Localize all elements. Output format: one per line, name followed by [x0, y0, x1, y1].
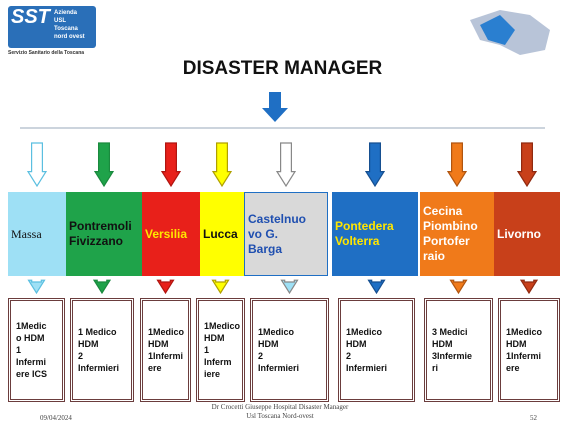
- staff-box: 1 Medico HDM 2 Infermieri: [70, 298, 134, 402]
- staff-arrow: [367, 279, 386, 295]
- staff-line: ere: [148, 363, 162, 373]
- logo-box: [8, 6, 96, 48]
- staff-line: Infermieri: [78, 363, 120, 373]
- staff-line: 1Infermi: [148, 351, 184, 361]
- staff-arrow: [280, 279, 299, 295]
- staff-line: 2: [258, 351, 264, 361]
- area-label-line: Piombino: [423, 219, 478, 233]
- staff-line: 1: [204, 345, 210, 355]
- staff-arrow: [211, 279, 230, 295]
- staff-line: Inferm: [204, 357, 232, 367]
- logo-line: USL: [54, 18, 66, 24]
- area-label-line: Pontremoli: [69, 219, 132, 233]
- area-label-line: Versilia: [145, 226, 188, 241]
- area-label-line: Livorno: [497, 226, 541, 241]
- area-arrow: [446, 142, 468, 188]
- staff-line: ere ICS: [16, 369, 48, 379]
- author-line: Dr Crocetti Giuseppe Hospital Disaster M…: [211, 403, 349, 411]
- logo-caption: Servizio Sanitario della Toscana: [8, 50, 85, 56]
- staff-line: HDM: [258, 339, 279, 349]
- staff-line: HDM: [78, 339, 99, 349]
- author-line: Usl Toscana Nord-ovest: [246, 412, 314, 420]
- area-arrow: [516, 142, 538, 188]
- staff-line: 1 Medico: [78, 327, 117, 337]
- staff-line: 2: [78, 351, 84, 361]
- staff-box: 1Medico HDM 2 Infermieri: [338, 298, 415, 402]
- area-label: Massa: [8, 192, 66, 276]
- staff-line: 3 Medici: [432, 327, 468, 337]
- staff-box: 1Medico HDM 1Infermi ere: [140, 298, 191, 402]
- staff-arrow: [156, 279, 175, 295]
- area-label-line: Massa: [11, 226, 42, 241]
- area-arrow: [93, 142, 115, 188]
- staff-line: 1Medico: [204, 321, 241, 331]
- staff-line: o HDM: [16, 333, 45, 343]
- staff-line: Infermieri: [258, 363, 300, 373]
- area-label-line: Cecina: [423, 204, 463, 218]
- staff-line: ere: [506, 363, 520, 373]
- staff-arrow: [92, 279, 112, 295]
- area-arrow: [275, 142, 297, 188]
- staff-line: 1Medico: [346, 327, 383, 337]
- staff-line: 3Infermie: [432, 351, 473, 361]
- staff-line: 1Medico: [258, 327, 295, 337]
- staff-box: 1Medic o HDM 1 Infermi ere ICS: [8, 298, 65, 402]
- area-label-line: raio: [423, 249, 446, 263]
- staff-line: HDM: [204, 333, 225, 343]
- staff-line: 1Medico: [506, 327, 543, 337]
- map-region: [480, 15, 515, 45]
- logo-line: nord ovest: [54, 34, 85, 40]
- area-arrow: [160, 142, 182, 188]
- staff-line: 2: [346, 351, 352, 361]
- staff-line: iere: [204, 369, 221, 379]
- area-label-line: Fivizzano: [69, 234, 124, 248]
- area-label-line: Castelnuo: [248, 211, 307, 226]
- staff-line: HDM: [346, 339, 367, 349]
- area-label-line: Portofer: [423, 234, 470, 248]
- area-arrow: [26, 142, 48, 188]
- area-label-line: Lucca: [203, 226, 238, 241]
- staff-arrow: [27, 279, 46, 295]
- staff-line: HDM: [432, 339, 453, 349]
- staff-line: 1Medico: [148, 327, 185, 337]
- staff-arrow: [519, 279, 539, 295]
- area-label-line: Barga: [248, 241, 283, 256]
- staff-box: 1Medico HDM 1Infermi ere: [498, 298, 560, 402]
- staff-line: 1: [16, 345, 22, 355]
- area-label-line: Volterra: [335, 234, 380, 248]
- area-label: Pontremoli Fivizzano: [66, 192, 142, 276]
- title: DISASTER MANAGER: [182, 58, 383, 79]
- staff-box: 3 Medici HDM 3Infermie ri: [424, 298, 493, 402]
- area-arrow: [211, 142, 233, 188]
- area-label: Cecina Piombino Portofer raio: [420, 192, 494, 276]
- staff-line: 1Infermi: [506, 351, 542, 361]
- area-label: Lucca: [200, 192, 244, 276]
- logo-lines: Azienda USL Toscana nord ovest: [54, 9, 85, 41]
- logo-line: Toscana: [54, 26, 78, 32]
- footer-date: 09/04/2024: [40, 414, 72, 422]
- logo-line: Azienda: [54, 10, 78, 16]
- staff-line: HDM: [506, 339, 527, 349]
- logo-text: SST: [11, 6, 50, 28]
- footer-page: 52: [530, 414, 537, 422]
- staff-line: ri: [432, 363, 439, 373]
- staff-box: 1Medico HDM 2 Infermieri: [250, 298, 329, 402]
- staff-line: Infermi: [16, 357, 47, 367]
- area-label-line: Pontedera: [335, 219, 394, 233]
- staff-line: 1Medic: [16, 321, 47, 331]
- staff-line: HDM: [148, 339, 169, 349]
- area-arrow: [364, 142, 386, 188]
- area-label-line: vo G.: [248, 226, 279, 241]
- area-label: Livorno: [494, 192, 560, 276]
- area-label: Castelnuo vo G. Barga: [244, 192, 328, 276]
- main-arrow: [262, 92, 288, 122]
- area-label: Pontedera Volterra: [332, 192, 418, 276]
- footer-author: Dr Crocetti Giuseppe Hospital Disaster M…: [150, 403, 410, 421]
- staff-box: 1Medico HDM 1 Inferm iere: [196, 298, 245, 402]
- staff-arrow: [449, 279, 468, 295]
- staff-line: Infermieri: [346, 363, 388, 373]
- area-label: Versilia: [142, 192, 200, 276]
